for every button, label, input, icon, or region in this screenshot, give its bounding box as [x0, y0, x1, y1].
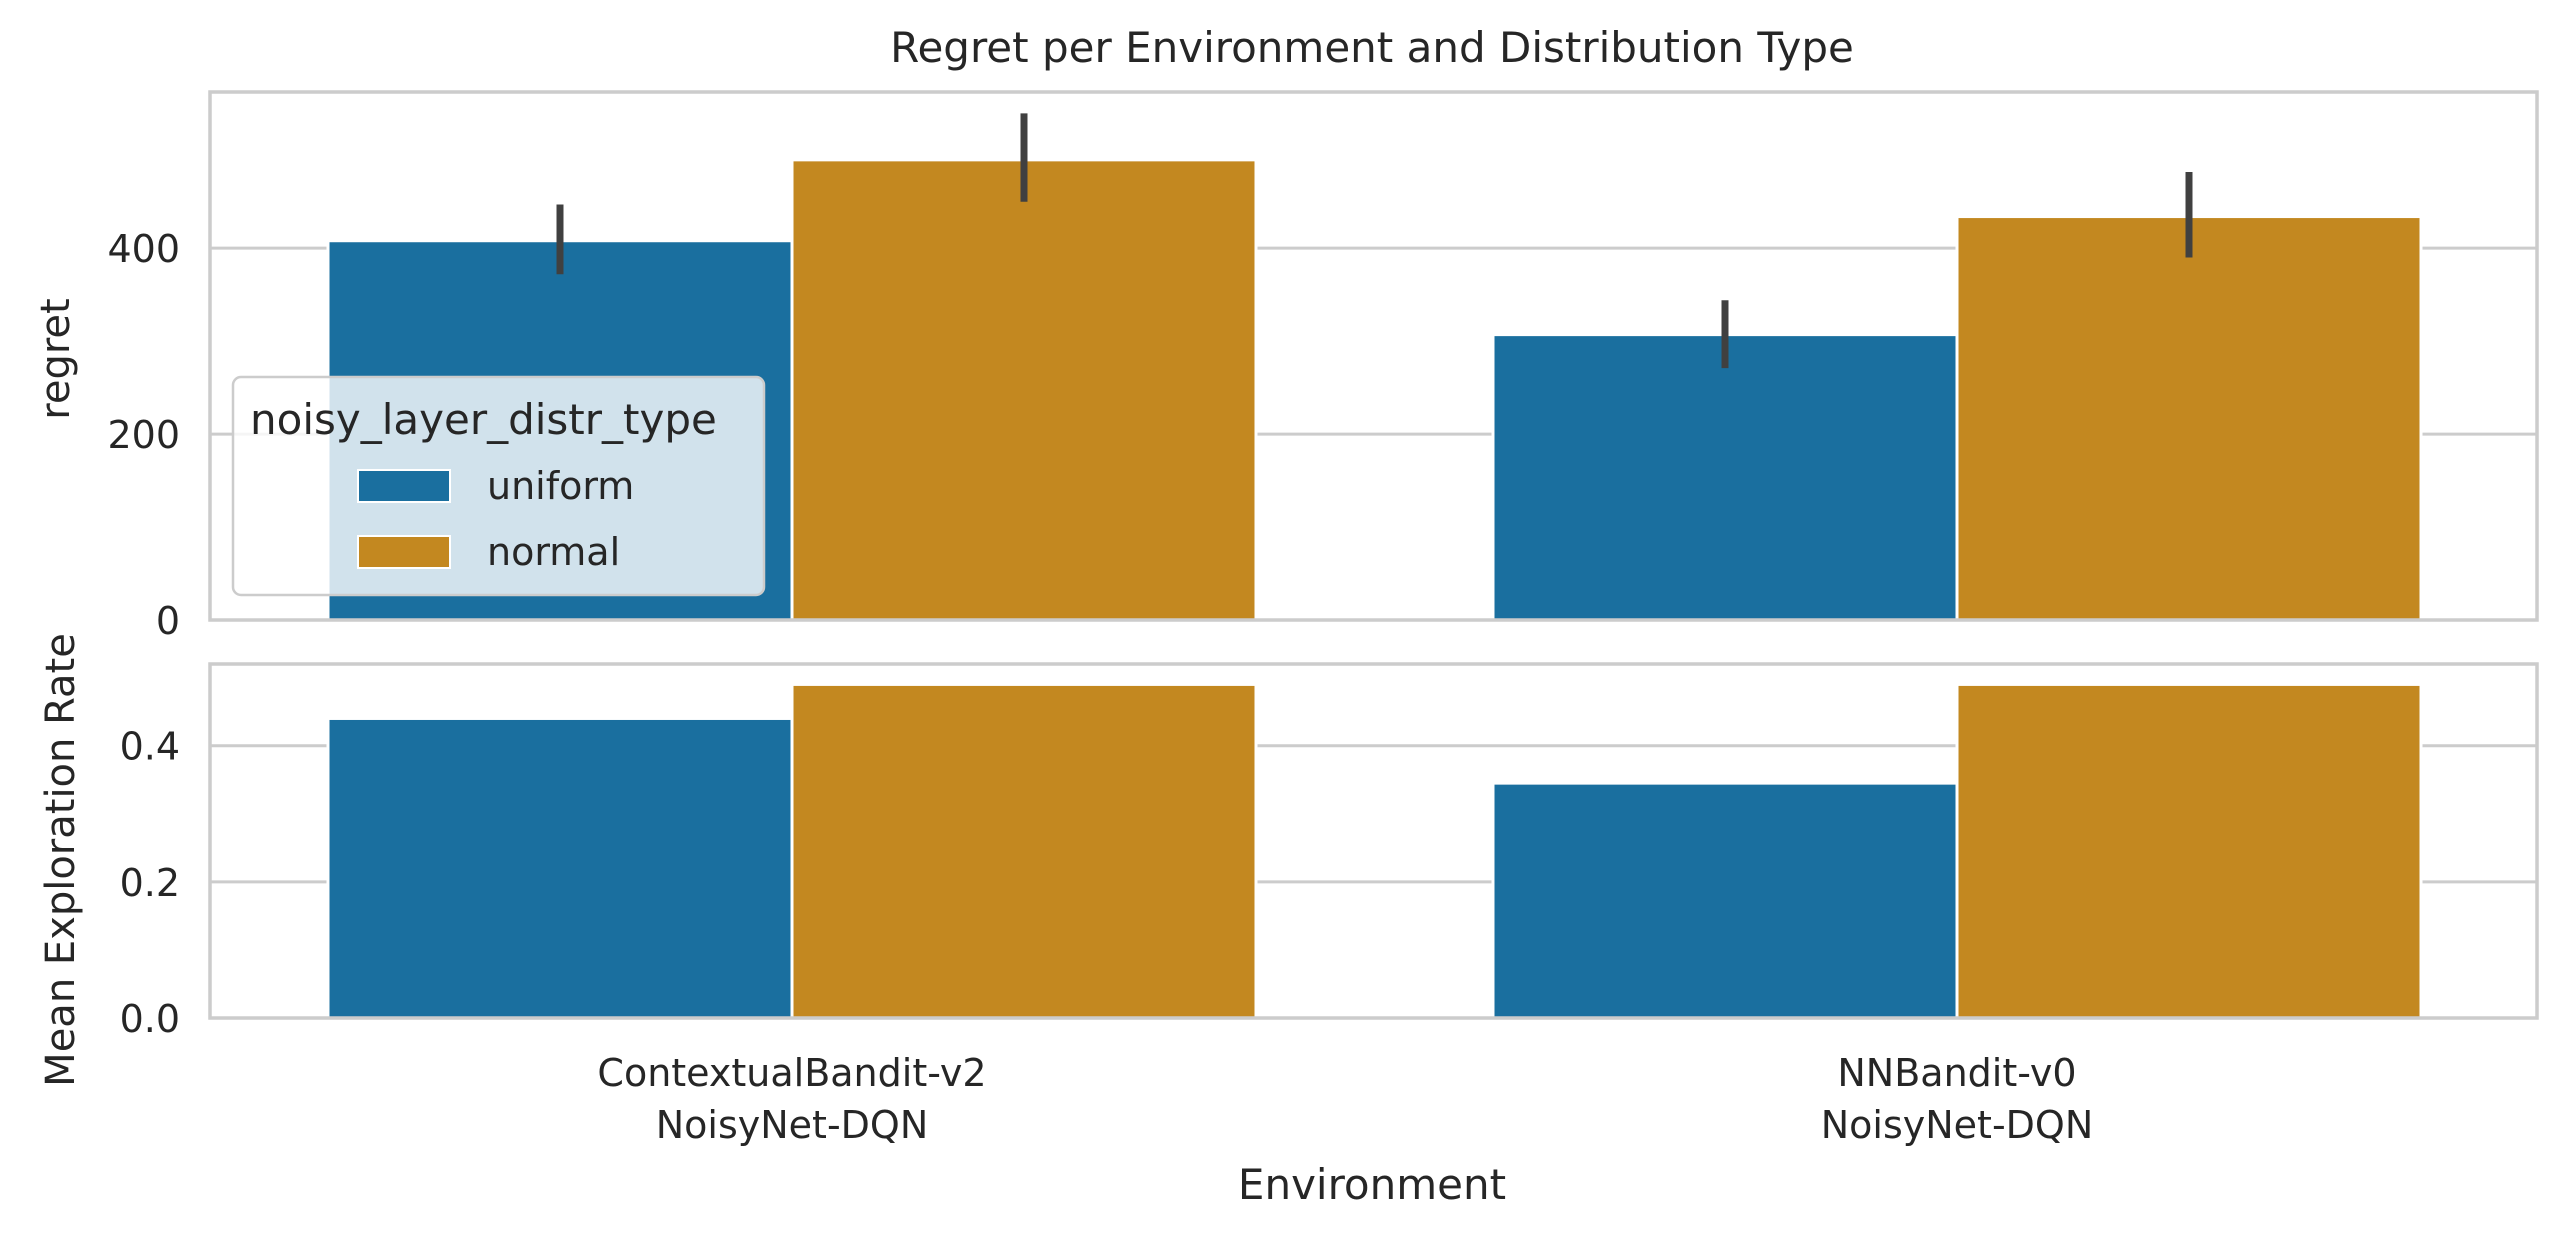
bar-uniform: [1491, 333, 1959, 622]
y-axis-label-exploration-rate: Mean Exploration Rate: [38, 633, 84, 1087]
bar-normal: [1955, 215, 2423, 622]
x-tick-label: NNBandit-v0: [1837, 1051, 2076, 1095]
x-tick-labels: ContextualBandit-v2 NoisyNet-DQN NNBandit-…: [597, 1051, 2093, 1147]
axes-frame: [208, 662, 2539, 1020]
y-tick-label: 0: [156, 599, 180, 643]
x-tick-label: NoisyNet-DQN: [1821, 1103, 2094, 1147]
bar-uniform: [1491, 781, 1959, 1020]
y-axis-label-regret: regret: [33, 298, 79, 419]
legend-label-normal: normal: [487, 530, 620, 574]
bar-uniform: [326, 716, 794, 1020]
bar-normal: [790, 158, 1258, 622]
y-tick-label: 200: [107, 413, 180, 457]
bar-normal: [1955, 682, 2423, 1020]
x-tick-label: NoisyNet-DQN: [656, 1103, 929, 1147]
bar-normal: [790, 682, 1258, 1020]
legend-title: noisy_layer_distr_type: [250, 395, 717, 444]
chart-title: Regret per Environment and Distribution …: [890, 23, 1854, 72]
axes-frame: [208, 90, 2539, 622]
x-axis-label: Environment: [1238, 1160, 1506, 1209]
y-tick-label: 0.2: [120, 861, 180, 905]
exploration-rate-panel: 0.0 0.2 0.4: [120, 662, 2539, 1041]
legend-swatch-normal: [357, 535, 451, 569]
x-tick-label: ContextualBandit-v2: [597, 1051, 986, 1095]
legend-label-uniform: uniform: [487, 464, 634, 508]
y-tick-label: 0.0: [120, 997, 180, 1041]
legend-swatch-uniform: [357, 469, 451, 503]
y-tick-label: 0.4: [120, 725, 180, 769]
y-tick-label: 400: [107, 227, 180, 271]
